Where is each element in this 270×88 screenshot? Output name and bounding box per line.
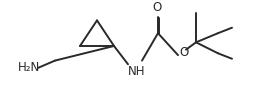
Text: O: O bbox=[152, 1, 162, 14]
Text: NH: NH bbox=[128, 65, 146, 78]
Text: O: O bbox=[179, 46, 188, 59]
Text: H₂N: H₂N bbox=[18, 61, 40, 74]
